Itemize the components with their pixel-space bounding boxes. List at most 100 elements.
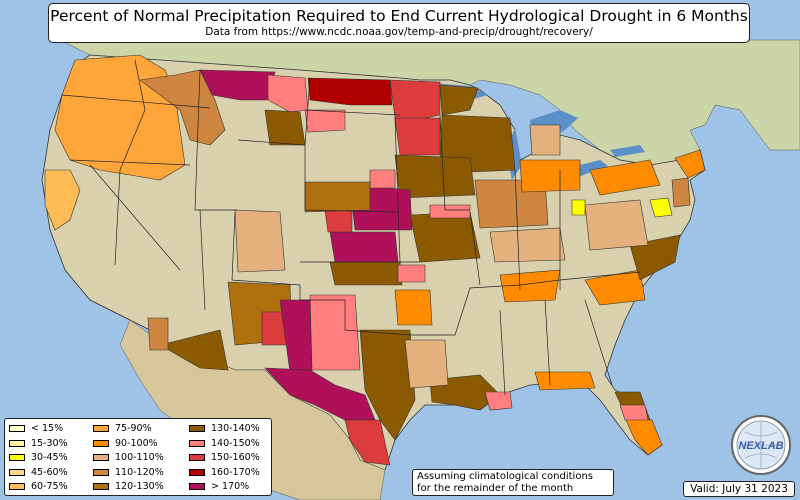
legend-label: 15-30% — [31, 437, 68, 449]
legend-item: > 170% — [189, 480, 249, 493]
legend-item: 140-150% — [189, 437, 260, 450]
legend-swatch — [189, 483, 205, 490]
region-idaho — [139, 69, 226, 146]
region-az-brown — [159, 329, 229, 371]
region-fl-pink — [619, 404, 649, 421]
note-line-1: Assuming climatological conditions — [417, 471, 593, 482]
region-ohio-orange — [519, 159, 581, 193]
title-box: Percent of Normal Precipitation Required… — [48, 3, 750, 43]
legend-swatch — [93, 468, 109, 476]
region-mi-tan — [529, 124, 561, 156]
legend-label: 120-130% — [115, 481, 164, 492]
region-iowa-red — [394, 117, 441, 156]
region-dakota-red — [307, 77, 393, 106]
legend-item: 45-60% — [9, 466, 68, 479]
region-kansas-magenta — [329, 231, 399, 263]
region-california — [44, 169, 81, 231]
legend-item: 120-130% — [93, 480, 164, 493]
legend-label: 160-170% — [211, 466, 260, 478]
legend-label: 30-45% — [31, 452, 68, 463]
region-gulf-orange — [534, 371, 596, 391]
legend-item: 160-170% — [189, 466, 260, 479]
region-missouri — [409, 211, 481, 263]
nexlab-logo: NEXLAB — [731, 415, 791, 475]
legend-swatch — [9, 454, 25, 461]
legend-item: 150-160% — [189, 451, 260, 464]
region-kansas-red — [324, 209, 353, 233]
region-wyoming-brown — [304, 181, 371, 213]
note-line-2: for the remainder of the month — [417, 483, 574, 494]
region-montana-north — [199, 69, 276, 101]
legend-label: 60-75% — [31, 481, 68, 492]
legend-label: 140-150% — [211, 437, 260, 449]
region-ne-orange — [674, 149, 706, 179]
legend-label: 75-90% — [115, 423, 152, 434]
legend-label: > 170% — [211, 481, 250, 492]
region-tx-red — [344, 419, 391, 466]
region-tx-brown — [359, 329, 416, 441]
legend-swatch — [93, 483, 109, 490]
region-iowa — [394, 154, 476, 199]
region-montana-brown — [264, 109, 306, 146]
region-colorado-tan — [234, 209, 286, 273]
legend-label: 150-160% — [211, 452, 260, 463]
region-tx-pink — [309, 294, 361, 371]
legend: < 15% 15-30% 30-45% 45-60% 60-75% 75-90% 90-10… — [4, 418, 272, 496]
logo-gridlines — [740, 422, 782, 468]
region-nj-brown — [671, 177, 691, 208]
legend-item: 60-75% — [9, 480, 68, 493]
region-ok-pink — [397, 264, 426, 283]
valid-date: Valid: July 31 2023 — [683, 481, 795, 497]
legend-swatch — [93, 425, 109, 432]
region-wv-yellow — [571, 199, 586, 216]
state-borders — [61, 59, 641, 396]
region-dakota-pink — [304, 109, 346, 133]
legend-item: 110-120% — [93, 466, 164, 479]
region-minnesota-red — [389, 79, 441, 121]
mexico-land — [119, 319, 386, 500]
region-minnesota-brown — [439, 84, 479, 116]
legend-swatch — [9, 425, 25, 432]
legend-swatch — [9, 468, 25, 476]
legend-swatch — [189, 425, 205, 432]
region-pa-orange — [589, 159, 661, 196]
legend-label: 130-140% — [211, 423, 260, 434]
region-ne-pink — [369, 169, 396, 189]
legend-swatch — [9, 483, 25, 490]
logo-text: NEXLAB — [738, 440, 783, 452]
region-missouri-pink — [429, 204, 471, 219]
legend-swatch — [189, 454, 205, 461]
region-arkansas-tan — [404, 339, 449, 389]
region-md-yellow — [649, 197, 673, 218]
legend-item: 90-100% — [93, 437, 158, 450]
region-ga-orange — [584, 269, 646, 306]
region-tx-orange — [394, 289, 433, 326]
region-pnw — [54, 54, 186, 181]
legend-item: 100-110% — [93, 451, 164, 464]
legend-swatch — [9, 439, 25, 447]
legend-swatch — [189, 439, 205, 447]
legend-item: 75-90% — [93, 422, 152, 435]
legend-label: 90-100% — [115, 437, 158, 449]
region-carolina-brown — [629, 234, 681, 281]
legend-swatch — [93, 454, 109, 461]
region-tn-orange — [499, 269, 561, 303]
region-ky-tan — [489, 227, 566, 263]
legend-swatch — [189, 468, 205, 476]
region-va-tan — [584, 199, 649, 251]
region-az-tan — [147, 317, 169, 351]
region-montana-pink — [267, 74, 309, 113]
region-la-pink — [484, 391, 513, 411]
legend-label: 110-120% — [115, 466, 164, 478]
legend-item: 30-45% — [9, 451, 68, 464]
legend-label: < 15% — [31, 423, 64, 434]
drought-regions — [44, 54, 706, 466]
legend-item: < 15% — [9, 422, 63, 435]
legend-label: 100-110% — [115, 452, 164, 463]
region-oklahoma-brown — [329, 261, 403, 286]
map-subtitle: Data from https://www.ncdc.noaa.gov/temp… — [205, 26, 593, 38]
legend-item: 130-140% — [189, 422, 260, 435]
map-title: Percent of Normal Precipitation Required… — [50, 7, 748, 25]
legend-swatch — [93, 439, 109, 447]
